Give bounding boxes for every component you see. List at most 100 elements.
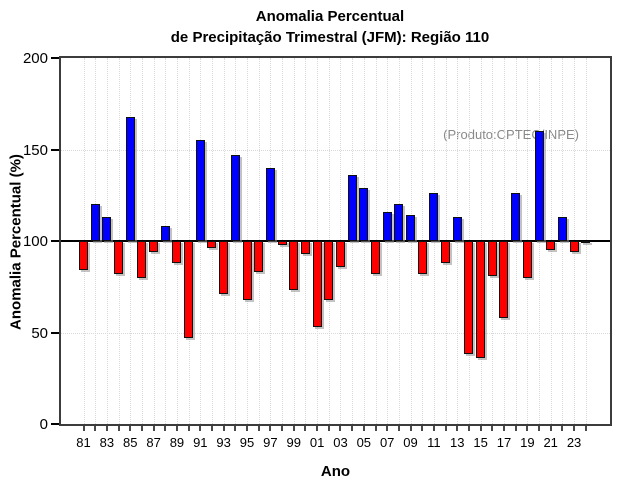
x-tick [234, 426, 237, 431]
x-tick [444, 426, 447, 431]
x-tick-label: 03 [333, 435, 348, 450]
bar-92 [207, 241, 217, 249]
x-tick-label: 97 [263, 435, 278, 450]
x-tick [269, 426, 272, 431]
bar-96 [254, 241, 264, 273]
bar-08 [394, 204, 404, 241]
bar-19 [522, 241, 532, 278]
bar-98 [277, 241, 287, 245]
x-tick [304, 426, 307, 431]
x-tick [339, 426, 342, 431]
h-gridline [61, 149, 610, 151]
x-tick [82, 426, 85, 431]
bar-00 [300, 241, 310, 254]
bar-86 [137, 241, 147, 278]
chart-title-line2: de Precipitação Trimestral (JFM): Região… [170, 29, 490, 46]
x-tick [210, 426, 213, 431]
x-tick [538, 426, 541, 431]
bar-87 [149, 241, 159, 252]
x-tick [397, 426, 400, 431]
bar-04 [347, 175, 357, 241]
y-tick [51, 240, 59, 242]
x-tick [246, 426, 249, 431]
bar-20 [534, 131, 544, 241]
bar-93 [219, 241, 229, 295]
x-tick-label: 81 [76, 435, 91, 450]
x-tick-label: 93 [216, 435, 231, 450]
y-tick [51, 423, 59, 425]
x-tick-label: 99 [286, 435, 301, 450]
x-tick [351, 426, 354, 431]
bar-13 [452, 217, 462, 241]
bar-10 [417, 241, 427, 274]
plot-area: (Produto:CPTEC/INPE) [59, 56, 612, 426]
x-tick-label: 15 [473, 435, 488, 450]
chart-title-line1: Anomalia Percentual [255, 8, 405, 25]
x-tick-label: 05 [356, 435, 372, 450]
bar-97 [265, 167, 275, 241]
x-tick [514, 426, 517, 431]
x-tick-label: 87 [146, 435, 161, 450]
x-tick [199, 426, 202, 431]
bar-81 [79, 241, 88, 271]
x-tick [456, 426, 459, 431]
x-tick-label: 85 [122, 435, 138, 450]
x-tick-label: 07 [379, 435, 395, 450]
x-tick [432, 426, 435, 431]
bar-03 [335, 241, 345, 267]
x-tick-label: 91 [193, 435, 208, 450]
bar-12 [441, 241, 451, 263]
x-tick [105, 426, 108, 431]
bar-21 [546, 241, 556, 251]
x-tick [164, 426, 167, 431]
x-tick [374, 426, 377, 431]
bar-15 [476, 241, 486, 359]
bar-06 [371, 241, 380, 274]
bar-11 [429, 193, 439, 241]
x-tick [479, 426, 482, 431]
bar-02 [324, 241, 334, 300]
bar-94 [230, 154, 240, 241]
bar-07 [382, 211, 392, 241]
x-tick [152, 426, 155, 431]
bar-14 [464, 241, 474, 355]
x-tick [502, 426, 505, 431]
bar-91 [195, 140, 205, 241]
bar-22 [557, 217, 567, 241]
x-tick [316, 426, 319, 431]
bar-16 [487, 241, 497, 276]
x-tick-label: 23 [566, 435, 582, 450]
x-tick [129, 426, 132, 431]
bar-85 [125, 116, 135, 241]
x-tick [140, 426, 143, 431]
bar-83 [102, 217, 112, 241]
x-tick [467, 426, 470, 431]
x-tick [409, 426, 412, 431]
h-gridline [61, 332, 610, 334]
baseline-100 [61, 240, 610, 242]
x-tick [584, 426, 587, 431]
bar-17 [499, 241, 509, 318]
bar-24 [581, 241, 591, 243]
bar-05 [359, 187, 369, 241]
y-tick [51, 57, 59, 59]
x-tick [362, 426, 365, 431]
bar-99 [289, 241, 299, 291]
x-axis-title: Ano [320, 463, 351, 480]
x-tick [292, 426, 295, 431]
bar-18 [511, 193, 521, 241]
source-annotation: (Produto:CPTEC/INPE) [443, 127, 579, 142]
x-tick-label: 95 [239, 435, 255, 450]
x-tick [526, 426, 529, 431]
chart-title: Anomalia Percentual de Precipitação Trim… [20, 6, 640, 48]
x-tick-label: 13 [450, 435, 465, 450]
bar-90 [184, 241, 194, 338]
bar-89 [172, 241, 182, 263]
y-tick-label: 100 [22, 233, 48, 250]
x-tick [257, 426, 260, 431]
x-tick [175, 426, 178, 431]
x-tick-label: 11 [427, 435, 441, 450]
x-tick-label: 21 [543, 435, 558, 450]
y-tick [51, 331, 59, 334]
y-tick-label: 150 [22, 141, 48, 159]
